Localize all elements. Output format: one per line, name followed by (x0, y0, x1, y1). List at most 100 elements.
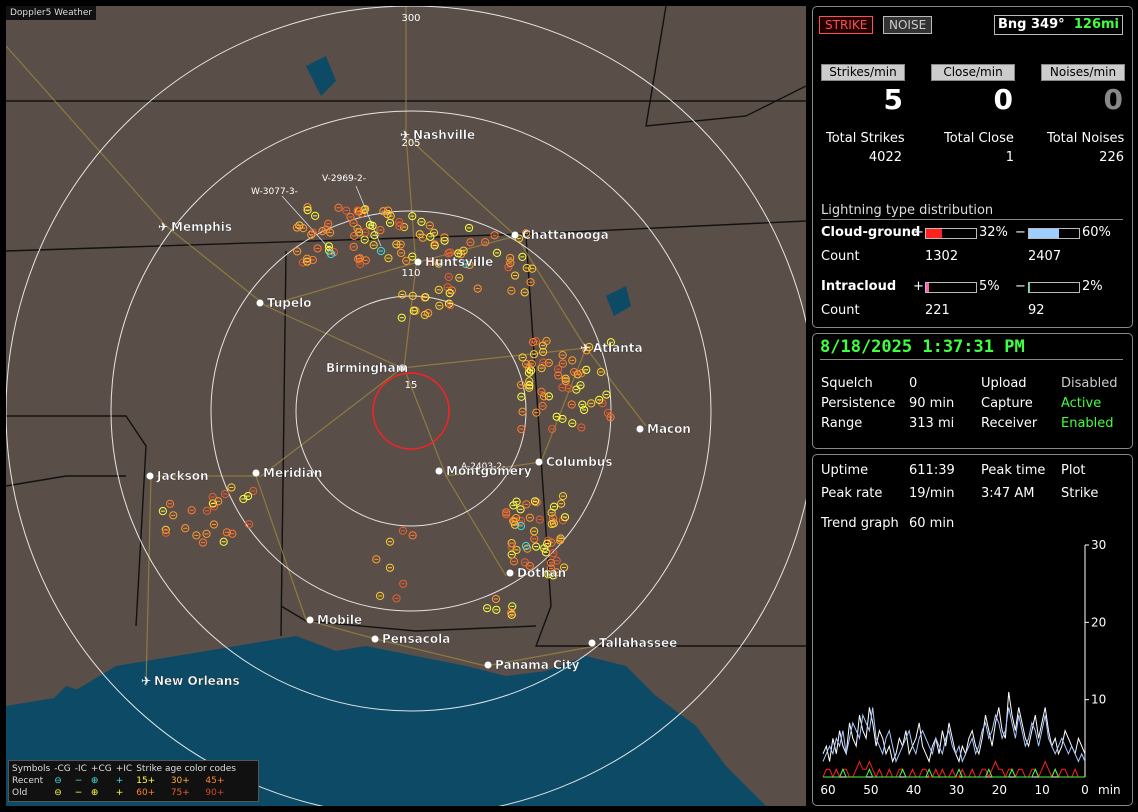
lightning-strike-icon (298, 258, 308, 267)
lightning-strike-icon (350, 231, 359, 240)
lightning-strike-icon (379, 207, 388, 216)
lightning-strike-icon (214, 497, 223, 506)
radar-map[interactable]: 300 205 110 15 W-3077-3- V-2969-2- A-2403-2- ✈ N… (6, 6, 806, 806)
range-label: 205 (401, 138, 420, 149)
lightning-strike-icon (209, 520, 219, 529)
lightning-strike-icon (334, 203, 343, 212)
lightning-strike-icon (561, 374, 570, 383)
lightning-strike-icon (158, 507, 167, 516)
status-panel: 8/18/2025 1:37:31 PM Squelch 0 Upload Di… (812, 333, 1133, 449)
state-border (6, 220, 806, 252)
lightning-strike-icon (399, 579, 408, 588)
trend-graph-value: 60 min (909, 516, 955, 531)
lightning-strike-icon (293, 247, 302, 256)
lightning-strike-icon (564, 384, 574, 393)
city-label: Nashville (413, 128, 475, 142)
lightning-strike-icon (537, 387, 546, 397)
city-marker: ✈ Nashville (400, 128, 475, 142)
lightning-strike-icon (506, 253, 515, 263)
lightning-strike-icon (606, 413, 615, 422)
city-marker: Macon (636, 422, 691, 436)
datetime: 8/18/2025 1:37:31 PM (820, 337, 1025, 357)
lightning-strike-icon (529, 350, 539, 359)
lightning-strike-icon (596, 367, 606, 377)
noise-button[interactable]: NOISE (883, 16, 933, 34)
trend-chart: 30 20 10 60 50 40 30 20 10 0 min (820, 538, 1120, 797)
ic-negative-count: 92 (1028, 303, 1045, 318)
city-dot-icon (484, 661, 492, 669)
x-tick-label: 20 (992, 783, 1007, 797)
lightning-strike-icon (385, 537, 395, 546)
distance-value: 126mi (1073, 17, 1119, 32)
lightning-strike-icon (369, 241, 378, 250)
bearing-box: Bng 349° 126mi (994, 15, 1123, 35)
x-tick-label: 10 (1035, 783, 1050, 797)
lightning-strike-icon (578, 400, 587, 409)
lightning-strike-icon (187, 506, 196, 515)
trend-panel: Uptime 611:39 Peak time Plot Peak rate 1… (812, 454, 1133, 806)
lightning-strike-icon (346, 212, 355, 222)
cg-positive-bar (925, 228, 977, 239)
ic-negative-pct: 2% (1082, 279, 1103, 294)
lightning-strike-icon (425, 221, 434, 230)
lightning-strike-icon (219, 537, 228, 546)
close-per-min-header: Close/min (931, 64, 1015, 81)
noises-per-min-value: 0 (1103, 83, 1123, 116)
lake (606, 286, 631, 316)
lightning-strike-icon (502, 510, 511, 519)
total-strikes-value: 4022 (868, 150, 902, 165)
pos-cg-old-icon: ⊕ (90, 788, 99, 798)
city-dot-icon (636, 425, 644, 433)
city-marker: Meridian (252, 466, 323, 480)
lightning-strike-icon (537, 364, 546, 373)
airport-icon: ✈ (400, 128, 410, 142)
lightning-strike-icon (492, 248, 502, 257)
lightning-strike-icon (244, 520, 254, 529)
y-tick-label: 30 (1091, 538, 1106, 552)
ic-count-label: Count (821, 303, 860, 318)
state-border (6, 415, 147, 627)
lightning-strike-icon (532, 498, 541, 507)
lightning-strike-icon (577, 423, 586, 432)
lightning-strike-icon (408, 291, 417, 300)
lightning-strike-icon (370, 231, 379, 240)
lightning-strike-icon (430, 241, 439, 250)
lightning-strike-icon (558, 359, 567, 368)
lightning-strike-icon (518, 353, 527, 362)
city-label: Memphis (171, 220, 232, 234)
age-code: 30+ (170, 776, 190, 786)
recent-strike-icon (461, 259, 471, 269)
lightning-strike-icon (510, 271, 520, 280)
lightning-strike-icon (376, 226, 385, 235)
city-marker: Mobile (306, 613, 362, 627)
lightning-strike-icon (554, 371, 563, 380)
lightning-strike-icon (365, 220, 374, 229)
lightning-strike-icon (603, 408, 613, 417)
lightning-strike-icon (558, 350, 567, 360)
range-label: 15 (405, 380, 418, 391)
lightning-strike-icon (560, 513, 570, 522)
lightning-strike-icon (538, 401, 547, 411)
plot-value[interactable]: Strike (1061, 486, 1099, 501)
legend-header-symbols: Symbols (12, 764, 51, 774)
total-close-value: 1 (1005, 150, 1014, 165)
pos-cg-recent-icon: ⊕ (90, 776, 99, 786)
lightning-strike-icon (570, 367, 579, 377)
city-label: Montgomery (446, 464, 532, 478)
city-marker: Birmingham (326, 361, 408, 375)
lightning-strike-icon (395, 222, 404, 231)
lightning-strike-icon (532, 408, 541, 417)
lightning-strike-icon (528, 264, 537, 273)
range-ring (110, 110, 712, 712)
city-dot-icon (511, 231, 519, 239)
strike-button[interactable]: STRIKE (819, 16, 874, 34)
lightning-strike-icon (420, 310, 429, 320)
lightning-strike-icon (446, 248, 455, 257)
lightning-strike-icon (504, 263, 513, 272)
lightning-strike-icon (525, 513, 534, 522)
highway (145, 475, 152, 687)
lightning-strike-icon (516, 380, 526, 389)
lightning-strike-icon (342, 206, 351, 215)
x-tick-label: 60 (820, 783, 835, 797)
